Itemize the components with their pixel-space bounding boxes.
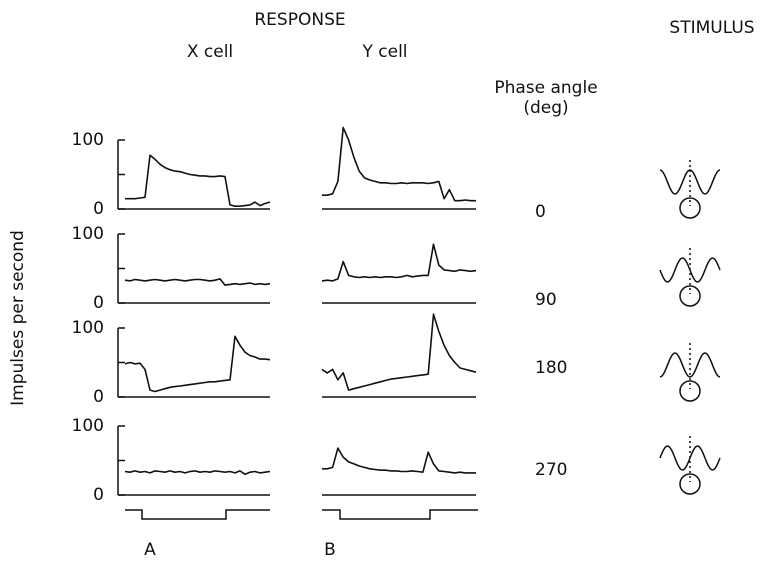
phase-angle: 0 bbox=[535, 202, 546, 222]
response-trace bbox=[124, 278, 271, 286]
y-tick-label: 100 bbox=[72, 416, 104, 436]
phase-angle: 90 bbox=[535, 290, 557, 310]
response-trace bbox=[322, 126, 476, 202]
response-trace bbox=[124, 335, 271, 393]
y-tick-label: 100 bbox=[72, 318, 104, 338]
response-trace bbox=[321, 313, 477, 391]
header: RESPONSE bbox=[254, 10, 345, 30]
response-trace bbox=[125, 154, 271, 207]
stimulus-timing bbox=[125, 509, 270, 520]
column-title: X cell bbox=[187, 42, 233, 62]
stimulus-grating bbox=[659, 352, 721, 378]
y-tick-label: 0 bbox=[93, 485, 104, 505]
receptive-field bbox=[679, 380, 701, 402]
response-trace bbox=[322, 447, 476, 474]
header: STIMULUS bbox=[669, 18, 754, 38]
response-trace bbox=[321, 243, 477, 282]
phase-unit: (deg) bbox=[523, 98, 568, 118]
panel-label: A bbox=[144, 540, 156, 560]
panel-label: B bbox=[324, 540, 336, 560]
phase-angle: 180 bbox=[535, 358, 567, 378]
y-tick-label: 100 bbox=[72, 224, 104, 244]
y-tick-label: 0 bbox=[93, 199, 104, 219]
response-trace bbox=[124, 470, 271, 476]
phase-angle: 270 bbox=[535, 460, 567, 480]
y-tick-label: 100 bbox=[72, 130, 104, 150]
column-title: Y cell bbox=[361, 42, 407, 62]
y-axis-label: Impulses per second bbox=[8, 230, 28, 406]
phase-title: Phase angle bbox=[494, 78, 597, 98]
stimulus-timing bbox=[322, 509, 478, 520]
receptive-field bbox=[679, 285, 701, 307]
receptive-field bbox=[679, 473, 701, 495]
y-tick-label: 0 bbox=[93, 387, 104, 407]
receptive-field bbox=[679, 197, 701, 219]
y-tick-label: 0 bbox=[93, 293, 104, 313]
